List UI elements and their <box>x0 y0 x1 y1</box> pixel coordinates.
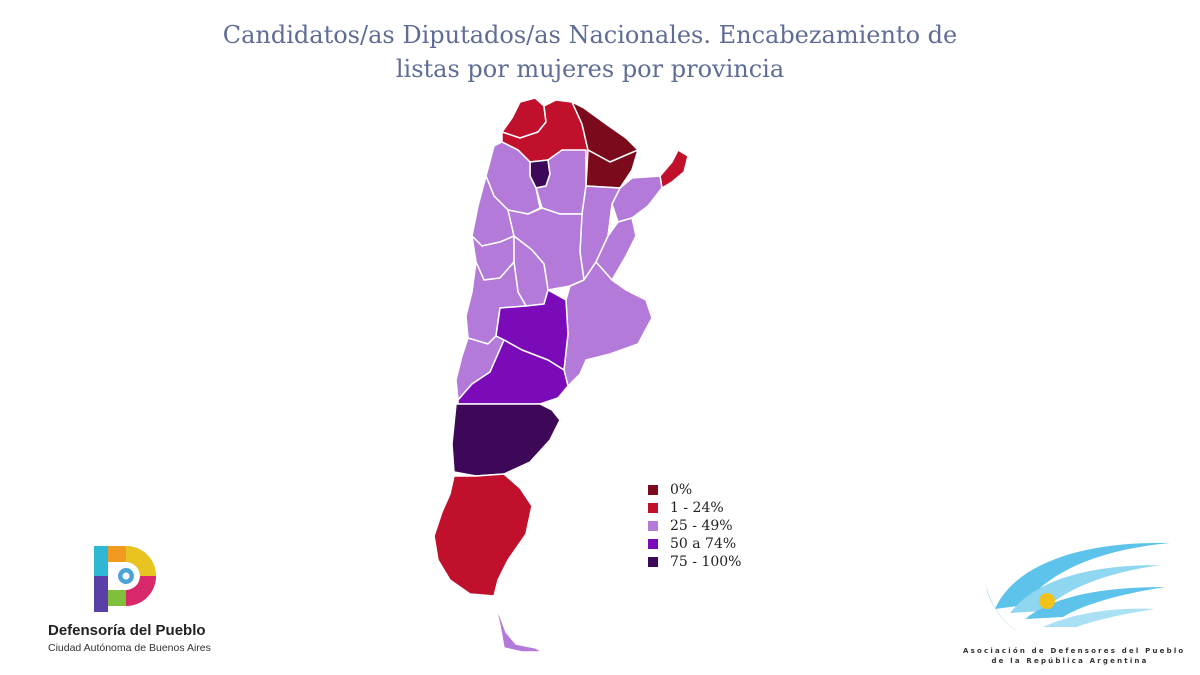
legend-label: 50 a 74% <box>670 536 737 552</box>
title-line-2: listas por mujeres por provincia <box>395 55 785 83</box>
province-misiones[interactable] <box>659 149 689 189</box>
province-tierradelfuego[interactable] <box>495 607 543 653</box>
legend-item: 1 - 24% <box>648 499 741 517</box>
adpra-line-1: Asociación de Defensores del Pueblo <box>963 647 1186 655</box>
legend-label: 25 - 49% <box>670 518 733 534</box>
legend-swatch <box>648 521 658 531</box>
legend-label: 0% <box>670 482 693 498</box>
adpra-logo: Asociación de Defensores del Pueblo de l… <box>955 535 1185 670</box>
legend-swatch <box>648 503 658 513</box>
defensoria-name: Defensoría del Pueblo <box>48 622 206 639</box>
legend-swatch <box>648 557 658 567</box>
province-corrientes[interactable] <box>611 175 663 223</box>
province-chubut[interactable] <box>451 403 561 477</box>
adpra-line-2: de la República Argentina <box>991 657 1149 665</box>
defensoria-logo: Defensoría del Pueblo Ciudad Autónoma de… <box>40 540 220 660</box>
legend-label: 75 - 100% <box>670 554 742 570</box>
province-entrerios[interactable] <box>595 217 637 281</box>
defensoria-p-icon <box>94 546 156 612</box>
legend-swatch <box>648 539 658 549</box>
map-legend: 0% 1 - 24% 25 - 49% 50 a 74% 75 - 100% <box>648 481 741 571</box>
legend-item: 0% <box>648 481 741 499</box>
legend-item: 25 - 49% <box>648 517 741 535</box>
title-line-1: Candidatos/as Diputados/as Nacionales. E… <box>222 21 958 49</box>
province-santacruz[interactable] <box>433 473 533 597</box>
legend-item: 50 a 74% <box>648 535 741 553</box>
defensoria-subtitle: Ciudad Autónoma de Buenos Aires <box>48 642 211 654</box>
legend-swatch <box>648 485 658 495</box>
map-title: Candidatos/as Diputados/as Nacionales. E… <box>150 18 1030 86</box>
legend-item: 75 - 100% <box>648 553 741 571</box>
legend-label: 1 - 24% <box>670 500 724 516</box>
adpra-flag-emblem-icon <box>985 542 1170 631</box>
